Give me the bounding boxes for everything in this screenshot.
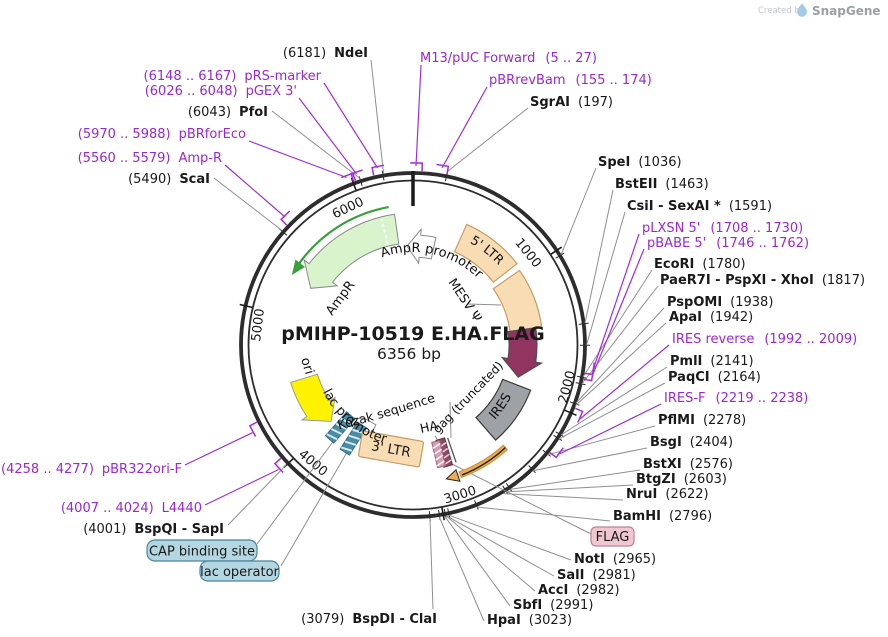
site-label-bsteii[interactable]: BstEII (1463): [615, 177, 709, 192]
site-label-bspdi-clai[interactable]: (3079) BspDI - ClaI: [301, 612, 437, 627]
lac-operator-boxed-label-text: lac operator: [200, 565, 279, 580]
callout-lines: [184, 59, 670, 622]
primer-label-pgex-3[interactable]: (6026 .. 6048) pGEX 3': [145, 84, 297, 99]
site-label-noti[interactable]: NotI (2965): [574, 552, 656, 567]
ampr-signal-divider: [380, 218, 389, 245]
site-label-ecori[interactable]: EcoRI (1780): [654, 257, 746, 272]
site-label-pfoi[interactable]: (6043) PfoI: [188, 105, 268, 120]
flag-boxed-label-text: FLAG: [596, 530, 630, 545]
cap-binding-site-boxed-label[interactable]: CAP binding site: [146, 539, 258, 562]
site-label-bsgi[interactable]: BsgI (2404): [650, 435, 733, 450]
site-label-scai[interactable]: (5490) ScaI: [128, 172, 210, 187]
feature-3-ltr-label: 3' LTR: [370, 438, 412, 461]
site-label-csii-sexai[interactable]: CsiI - SexAI * (1591): [627, 199, 772, 214]
site-label-paer7i-pspxi-xhoi[interactable]: PaeR7I - PspXI - XhoI (1817): [660, 273, 865, 288]
site-labels: (6181) NdeI (6043) PfoI (5490) ScaI SgrAI (1…: [83, 46, 865, 628]
watermark-created-by: Created by: [758, 6, 805, 16]
site-label-sbfi[interactable]: SbfI (2991): [513, 598, 593, 613]
primer-label-pbr322ori-f[interactable]: (4258 .. 4277) pBR322ori-F: [1, 462, 182, 477]
site-label-hpai[interactable]: HpaI (3023): [487, 613, 572, 628]
feature-orange-cds-band[interactable]: [458, 444, 509, 479]
primer-label-pbrrevbam[interactable]: pBRrevBam (155 .. 174): [489, 73, 652, 88]
site-tick-marks: [279, 170, 590, 522]
primer-label-pbrforeco[interactable]: (5970 .. 5988) pBRforEco: [78, 127, 246, 142]
site-label-spei[interactable]: SpeI (1036): [598, 155, 682, 170]
site-label-bstxi[interactable]: BstXI (2576): [643, 457, 733, 472]
primer-label-amp-r[interactable]: (5560 .. 5579) Amp-R: [78, 151, 222, 166]
site-label-sgrai[interactable]: SgrAI (197): [530, 95, 613, 110]
feature-lac-operator-marker[interactable]: [339, 421, 368, 456]
feature-label-ha[interactable]: HA: [419, 417, 440, 435]
site-label-apai[interactable]: ApaI (1942): [669, 310, 753, 325]
feature-cap-binding-site-marker[interactable]: [324, 411, 356, 444]
site-label-btgzi[interactable]: BtgZI (2603): [636, 472, 727, 487]
ampr-direction-arrowhead: [291, 259, 305, 275]
site-label-paqci[interactable]: PaqCI (2164): [668, 370, 761, 385]
kb-label-3000: 3000: [442, 483, 478, 507]
cap-binding-site-boxed-label-text: CAP binding site: [149, 545, 255, 560]
feature-ampr[interactable]: [303, 213, 400, 289]
feature-ori[interactable]: [289, 373, 336, 422]
kb-label-1000: 1000: [511, 236, 543, 271]
site-label-pmli[interactable]: PmlI (2141): [670, 354, 754, 369]
feature-gag-truncated-arrow[interactable]: [500, 327, 544, 378]
feature-5-ltr[interactable]: [453, 223, 518, 284]
site-label-sali[interactable]: SalI (2981): [557, 568, 636, 583]
site-label-pspomi[interactable]: PspOMI (1938): [667, 295, 773, 310]
primer-label-plxsn-5[interactable]: pLXSN 5' (1708 .. 1730): [642, 221, 803, 236]
feature-label-mesv[interactable]: MESV Ψ: [446, 275, 486, 324]
features: 3' LTR: [289, 206, 544, 482]
site-label-bspqi-sapi[interactable]: (4001) BspQI - SapI: [83, 522, 224, 537]
feature-ires[interactable]: [475, 378, 532, 441]
kb-label-5000: 5000: [249, 308, 268, 343]
primer-label-prs-marker[interactable]: (6148 .. 6167) pRS-marker: [144, 69, 322, 84]
plasmid-size: 6356 bp: [377, 345, 441, 363]
plasmid-name: pMIHP-10519 E.HA.FLAG: [281, 323, 544, 345]
lac-operator-boxed-label[interactable]: lac operator: [199, 560, 280, 582]
feature-3-ltr[interactable]: 3' LTR: [357, 430, 425, 468]
feature-flag-tag-marker[interactable]: [431, 439, 447, 469]
primer-label-pbabe-5[interactable]: pBABE 5' (1746 .. 1762): [647, 236, 809, 251]
watermark-brand: SnapGene: [812, 4, 881, 18]
site-label-pflmi[interactable]: PflMI (2278): [658, 413, 746, 428]
primer-brackets: [248, 162, 596, 474]
primer-label-ires-f[interactable]: IRES-F (2219 .. 2238): [664, 391, 808, 406]
feature-ampr-promoter[interactable]: [406, 227, 437, 265]
kb-label-6000: 6000: [330, 195, 366, 223]
plasmid-backbone: [239, 170, 590, 522]
primer-label-l4440[interactable]: (4007 .. 4024) L4440: [61, 501, 202, 516]
primer-label-ires-reverse[interactable]: IRES reverse (1992 .. 2009): [672, 332, 857, 347]
primer-labels: M13/pUC Forward (5 .. 27) pBRrevBam (155 .…: [1, 51, 857, 516]
boxed-labels: FLAG CAP binding site lac operator: [146, 526, 635, 582]
site-label-bamhi[interactable]: BamHI (2796): [613, 509, 712, 524]
site-label-ndei[interactable]: (6181) NdeI: [283, 46, 368, 61]
orange-cds-arrowhead: [445, 468, 461, 482]
watermark: Created by SnapGene: [758, 3, 881, 18]
site-label-acci[interactable]: AccI (2982): [538, 583, 620, 598]
primer-label-m13-puc-forward[interactable]: M13/pUC Forward (5 .. 27): [420, 51, 597, 66]
site-label-nrui[interactable]: NruI (2622): [626, 487, 709, 502]
flag-boxed-label[interactable]: FLAG: [590, 526, 635, 547]
snapgene-logo-icon: [797, 3, 807, 17]
orange-cds-line: [461, 446, 507, 476]
ampr-direction-line: [297, 206, 389, 266]
feature-label-ori[interactable]: ori: [297, 356, 316, 377]
